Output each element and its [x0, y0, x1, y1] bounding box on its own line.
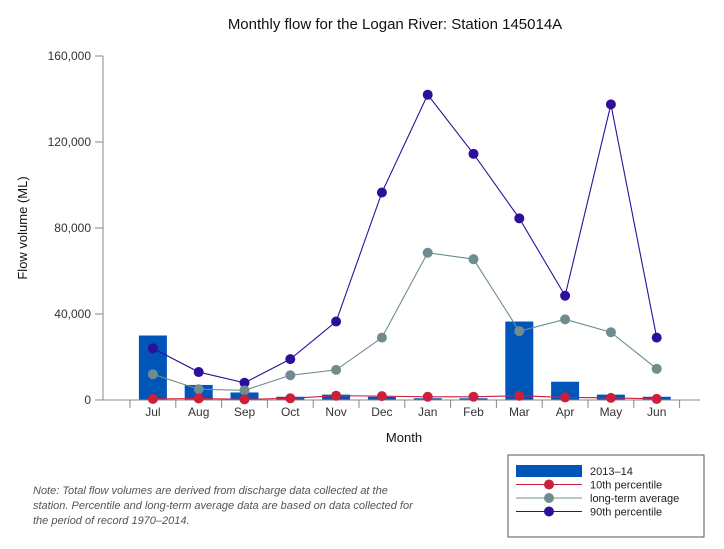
legend-swatch-bar — [516, 465, 582, 477]
x-tick-label: Aug — [188, 405, 209, 419]
y-tick-label: 160,000 — [48, 49, 92, 63]
point-long-term-average-jan — [422, 247, 433, 258]
x-tick-label: Sep — [234, 405, 256, 419]
point-long-term-average-may — [605, 327, 616, 338]
point-90th-percentile-jul — [147, 343, 158, 354]
legend-label: 90th percentile — [590, 507, 662, 519]
point-10th-percentile-mar — [514, 390, 525, 401]
point-90th-percentile-may — [605, 99, 616, 110]
legend-swatch-marker — [544, 506, 554, 517]
point-long-term-average-nov — [331, 364, 342, 375]
point-long-term-average-oct — [285, 370, 296, 381]
point-10th-percentile-jan — [422, 391, 433, 402]
point-long-term-average-aug — [193, 384, 204, 395]
point-10th-percentile-may — [605, 392, 616, 403]
y-tick-label: 120,000 — [48, 135, 92, 149]
x-tick-label: May — [600, 405, 623, 419]
y-tick-label: 80,000 — [54, 221, 91, 235]
point-long-term-average-feb — [468, 254, 479, 265]
point-10th-percentile-nov — [331, 390, 342, 401]
x-tick-label: Jan — [418, 405, 437, 419]
bar-apr — [551, 381, 580, 400]
x-tick-label: Apr — [556, 405, 575, 419]
series-line-90th-percentile — [152, 93, 658, 384]
y-tick-label: 40,000 — [54, 307, 91, 321]
point-10th-percentile-apr — [560, 392, 571, 403]
x-tick-label: Mar — [509, 405, 530, 419]
y-tick-label: 0 — [84, 393, 91, 407]
x-tick-label: Jul — [145, 405, 160, 419]
point-10th-percentile-oct — [285, 393, 296, 404]
point-90th-percentile-jun — [651, 332, 662, 343]
point-90th-percentile-sep — [239, 377, 250, 388]
point-90th-percentile-apr — [560, 290, 571, 301]
x-tick-label: Jun — [647, 405, 666, 419]
point-90th-percentile-nov — [331, 316, 342, 327]
point-10th-percentile-dec — [376, 391, 387, 402]
point-long-term-average-dec — [376, 332, 387, 343]
legend-swatch-marker — [544, 493, 554, 503]
x-tick-label: Oct — [281, 405, 300, 419]
point-90th-percentile-jan — [422, 89, 433, 100]
x-tick-label: Dec — [371, 405, 392, 419]
series-line-long-term-average — [152, 252, 658, 391]
chart-title: Monthly flow for the Logan River: Statio… — [228, 16, 562, 33]
point-long-term-average-sep — [239, 385, 250, 396]
series-line-10th-percentile — [152, 395, 657, 400]
x-tick-label: Feb — [463, 405, 484, 419]
point-long-term-average-mar — [514, 326, 525, 337]
point-90th-percentile-feb — [468, 148, 479, 159]
point-90th-percentile-aug — [193, 367, 204, 378]
x-tick-label: Nov — [325, 405, 346, 419]
point-90th-percentile-oct — [285, 354, 296, 365]
point-10th-percentile-feb — [468, 391, 479, 402]
legend-label: 10th percentile — [590, 480, 662, 492]
footnote: Note: Total flow volumes are derived fro… — [33, 485, 413, 527]
point-long-term-average-jul — [147, 369, 158, 380]
legend-label: long-term average — [590, 493, 679, 505]
point-10th-percentile-jun — [651, 393, 662, 404]
point-long-term-average-apr — [560, 314, 571, 325]
legend-swatch-marker — [544, 479, 554, 490]
point-90th-percentile-mar — [514, 213, 525, 224]
point-10th-percentile-aug — [193, 393, 204, 404]
legend-label: 2013–14 — [590, 466, 633, 478]
point-90th-percentile-dec — [376, 187, 387, 198]
point-10th-percentile-sep — [239, 394, 250, 405]
y-axis-title: Flow volume (ML) — [15, 176, 30, 279]
x-axis-title: Month — [386, 430, 422, 445]
point-long-term-average-jun — [651, 363, 662, 374]
point-10th-percentile-jul — [147, 393, 158, 404]
